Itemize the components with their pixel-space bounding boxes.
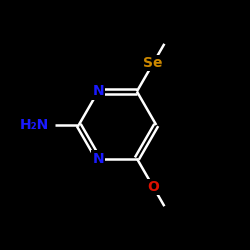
Text: N: N <box>92 84 104 98</box>
Text: O: O <box>147 180 159 194</box>
Text: H₂N: H₂N <box>20 118 49 132</box>
Text: Se: Se <box>144 56 163 70</box>
Text: N: N <box>92 152 104 166</box>
